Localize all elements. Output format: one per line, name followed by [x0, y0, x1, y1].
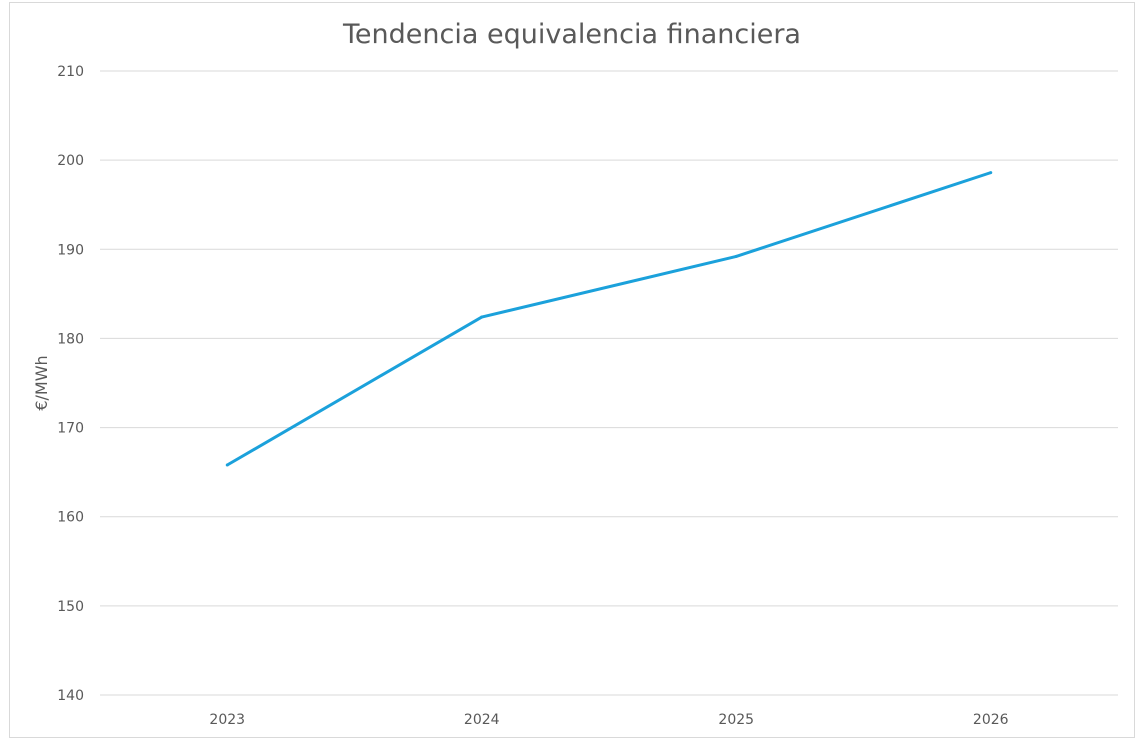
- x-tick-label: 2025: [718, 712, 754, 728]
- chart-frame: [9, 2, 1135, 738]
- x-tick-label: 2023: [209, 712, 245, 728]
- y-tick-label: 180: [57, 331, 84, 347]
- y-tick-label: 140: [57, 688, 84, 704]
- data-point: [734, 254, 738, 258]
- y-tick-label: 160: [57, 510, 84, 526]
- chart-title: Tendencia equivalencia financiera: [342, 19, 801, 50]
- y-tick-label: 190: [57, 242, 84, 258]
- y-tick-label: 200: [57, 153, 84, 169]
- y-tick-label: 170: [57, 421, 84, 437]
- x-tick-label: 2024: [464, 712, 500, 728]
- data-point: [989, 171, 993, 175]
- series-line: [226, 171, 992, 467]
- data-point: [480, 315, 484, 319]
- data-point: [225, 463, 229, 467]
- y-tick-label: 150: [57, 599, 84, 615]
- x-tick-label: 2026: [973, 712, 1009, 728]
- y-tick-label: 210: [57, 64, 84, 80]
- y-axis-label: €/MWh: [32, 355, 51, 410]
